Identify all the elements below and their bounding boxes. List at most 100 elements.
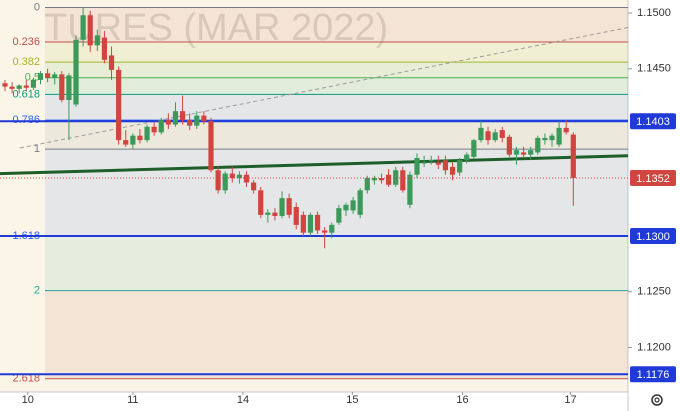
fib-band <box>45 236 628 291</box>
candle-body <box>80 15 86 40</box>
x-tick-label: 10 <box>22 394 34 406</box>
horizontal-line-box <box>630 113 676 130</box>
candle-body <box>101 37 108 60</box>
settings-icon[interactable] <box>651 394 663 406</box>
candle-body <box>130 135 136 145</box>
candle-body <box>151 126 157 133</box>
fib-label: 0 <box>34 1 40 13</box>
fib-label: 2 <box>34 285 40 297</box>
candle-body <box>66 75 72 101</box>
candle-body <box>123 140 129 145</box>
candle-body <box>528 150 534 155</box>
candle-body <box>385 174 392 185</box>
candle-body <box>23 85 29 88</box>
candle-body <box>44 73 51 78</box>
fib-band <box>45 290 628 379</box>
fib-label: 0.382 <box>12 56 40 68</box>
candle-body <box>393 170 399 185</box>
horizontal-line-label: 1.1300 <box>636 231 670 243</box>
x-tick-label: 14 <box>237 394 249 406</box>
axis-background <box>0 392 628 411</box>
candle-body <box>16 85 22 89</box>
candle-body <box>30 79 36 88</box>
fib-band <box>45 120 628 150</box>
fib-band <box>45 62 628 78</box>
candle-body <box>499 130 505 138</box>
candle-body <box>87 15 93 46</box>
candle-body <box>322 230 328 233</box>
candle-body <box>215 170 221 191</box>
candle-body <box>201 115 207 122</box>
gear[interactable] <box>651 394 663 406</box>
candle-body <box>478 127 484 141</box>
candle-body <box>236 174 243 179</box>
candle-body <box>194 115 200 126</box>
price-axis: 1.1500 1.1450 1.1250 1.1200 1.1403 1.1300 1.11… <box>628 7 676 383</box>
y-tick-label: 1.1250 <box>637 286 671 298</box>
candle-body <box>442 160 449 171</box>
candle-body <box>506 136 512 155</box>
x-tick-label: 15 <box>346 394 358 406</box>
candle-body <box>286 198 292 215</box>
y-tick-label: 1.1500 <box>637 7 671 19</box>
fib-band <box>45 77 628 95</box>
fib-band <box>45 149 628 237</box>
candle-body <box>520 152 527 155</box>
candle-body <box>336 208 342 223</box>
candle-body <box>435 162 441 165</box>
x-tick-label: 11 <box>127 394 138 406</box>
candle-body <box>449 166 456 175</box>
candle-body <box>329 224 335 233</box>
y-tick-label: 1.1200 <box>637 341 671 353</box>
candle-body <box>300 214 306 233</box>
plot-area: TURES (MAR 2022)00.2360.3820.50.6180.786… <box>0 1 629 385</box>
candle-body <box>414 157 420 175</box>
candle-body <box>94 35 100 46</box>
candle-body <box>485 131 491 141</box>
candle-body <box>108 55 115 70</box>
x-tick-label: 17 <box>564 394 576 406</box>
candle-body <box>229 173 235 179</box>
candle-body <box>243 174 250 183</box>
candle-body <box>179 111 186 121</box>
candle-body <box>513 150 520 155</box>
last-price-label: 1.1352 <box>636 173 670 185</box>
candle-body <box>265 212 271 215</box>
candle-body <box>357 190 363 215</box>
candle-body <box>378 178 385 181</box>
candle-body <box>457 160 463 173</box>
candle-body <box>549 135 555 141</box>
candle-body <box>158 120 164 133</box>
candle-body <box>563 127 569 133</box>
fib-band <box>45 7 628 43</box>
candle-body <box>400 170 406 191</box>
axis-background <box>628 0 680 411</box>
candle-body <box>364 178 370 191</box>
candle-body <box>251 182 257 191</box>
candle-body <box>343 204 349 211</box>
plot-background <box>0 0 628 392</box>
last-price-box <box>630 170 676 187</box>
candle-body <box>272 212 278 216</box>
horizontal-line-label: 1.1403 <box>636 116 670 128</box>
candle-body <box>428 160 434 162</box>
candle-body <box>492 132 498 141</box>
trend-line <box>19 27 629 149</box>
candle-body <box>137 135 143 141</box>
candle-body <box>116 69 122 141</box>
candle-body <box>407 174 413 205</box>
candle-body <box>187 120 193 126</box>
horizontal-line-label: 1.1176 <box>637 369 670 381</box>
gear-hub[interactable] <box>654 397 660 403</box>
candle-body <box>279 198 285 216</box>
fib-label: 0.236 <box>12 36 40 48</box>
fib-label: 2.618 <box>12 373 40 385</box>
candle-body <box>2 83 8 87</box>
x-tick-label: 16 <box>456 394 468 406</box>
candle-body <box>52 74 58 78</box>
fib-label: 1 <box>34 143 40 155</box>
candle-body <box>314 214 321 231</box>
candle-body <box>37 73 44 80</box>
